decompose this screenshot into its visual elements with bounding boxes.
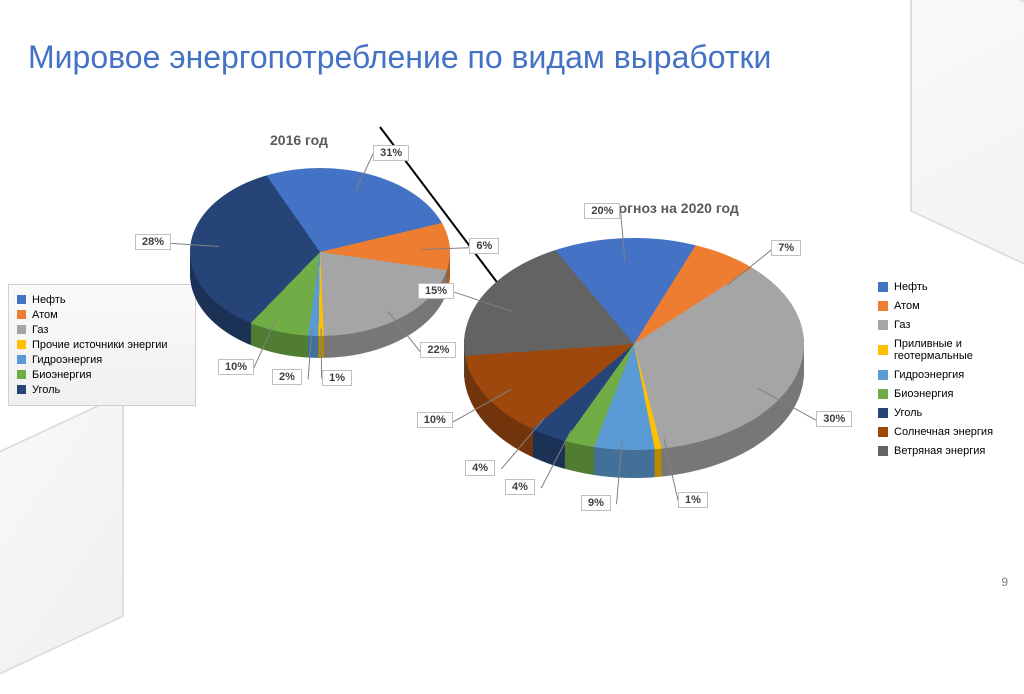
data-label: 22% (420, 342, 456, 358)
legend-item: Солнечная энергия (878, 426, 998, 438)
data-label: 9% (581, 495, 611, 511)
legend-swatch (878, 282, 888, 292)
data-label: 4% (505, 479, 535, 495)
data-label: 1% (322, 370, 352, 386)
legend-item: Гидроэнергия (878, 369, 998, 381)
data-label: 28% (135, 234, 171, 250)
legend-label: Ветряная энергия (894, 445, 985, 457)
data-label: 20% (584, 203, 620, 219)
legend-item: Приливные и геотермальные (878, 338, 998, 362)
legend-item: Уголь (878, 407, 998, 419)
legend-item: Гидроэнергия (17, 354, 187, 366)
legend-swatch (17, 310, 26, 319)
legend-item: Прочие источники энергии (17, 339, 187, 351)
data-label: 10% (417, 412, 453, 428)
legend-swatch (878, 320, 888, 330)
legend-label: Нефть (32, 294, 66, 306)
pie-chart-2016: 31%6%22%1%2%10%28% (190, 168, 450, 358)
data-label: 1% (678, 492, 708, 508)
legend-item: Нефть (878, 281, 998, 293)
legend-item: Газ (17, 324, 187, 336)
legend-swatch (17, 295, 26, 304)
legend-label: Нефть (894, 281, 928, 293)
legend-label: Биоэнергия (32, 369, 92, 381)
legend-item: Биоэнергия (878, 388, 998, 400)
legend-label: Гидроэнергия (894, 369, 964, 381)
charts-area: 2016 год Прогноз на 2020 год НефтьАтомГа… (0, 98, 1024, 568)
legend-swatch (17, 355, 26, 364)
data-label: 15% (418, 283, 454, 299)
page-title: Мировое энергопотребление по видам выраб… (0, 21, 1024, 76)
legend-swatch (17, 325, 26, 334)
data-label: 4% (465, 460, 495, 476)
legend-label: Прочие источники энергии (32, 339, 168, 351)
legend-label: Атом (894, 300, 920, 312)
legend-label: Газ (894, 319, 910, 331)
pie-chart-2020: 20%7%30%1%9%4%4%10%15% (464, 238, 804, 478)
legend-swatch (878, 301, 888, 311)
legend-label: Атом (32, 309, 58, 321)
legend-label: Газ (32, 324, 48, 336)
legend-2016: Нефть Атом Газ Прочие источники энергии Гидр… (8, 284, 196, 406)
data-label: 31% (373, 145, 409, 161)
legend-label: Гидроэнергия (32, 354, 102, 366)
data-label: 7% (771, 240, 801, 256)
legend-label: Уголь (32, 384, 60, 396)
legend-item: Атом (878, 300, 998, 312)
legend-swatch (17, 370, 26, 379)
legend-item: Биоэнергия (17, 369, 187, 381)
legend-swatch (878, 370, 888, 380)
data-label: 2% (272, 369, 302, 385)
legend-swatch (878, 389, 888, 399)
legend-2020: Нефть Атом Газ Приливные и геотермальные Гид… (870, 268, 1006, 470)
data-label: 30% (816, 411, 852, 427)
legend-item: Уголь (17, 384, 187, 396)
legend-swatch (17, 385, 26, 394)
legend-swatch (878, 408, 888, 418)
legend-swatch (878, 427, 888, 437)
chart-2016-title: 2016 год (270, 132, 328, 148)
legend-swatch (878, 446, 888, 456)
legend-item: Ветряная энергия (878, 445, 998, 457)
legend-label: Биоэнергия (894, 388, 954, 400)
legend-label: Уголь (894, 407, 922, 419)
legend-label: Солнечная энергия (894, 426, 993, 438)
page-number: 9 (1001, 575, 1008, 589)
legend-swatch (17, 340, 26, 349)
legend-item: Атом (17, 309, 187, 321)
legend-label: Приливные и геотермальные (894, 338, 998, 362)
legend-swatch (878, 345, 888, 355)
legend-item: Газ (878, 319, 998, 331)
legend-item: Нефть (17, 294, 187, 306)
data-label: 10% (218, 359, 254, 375)
